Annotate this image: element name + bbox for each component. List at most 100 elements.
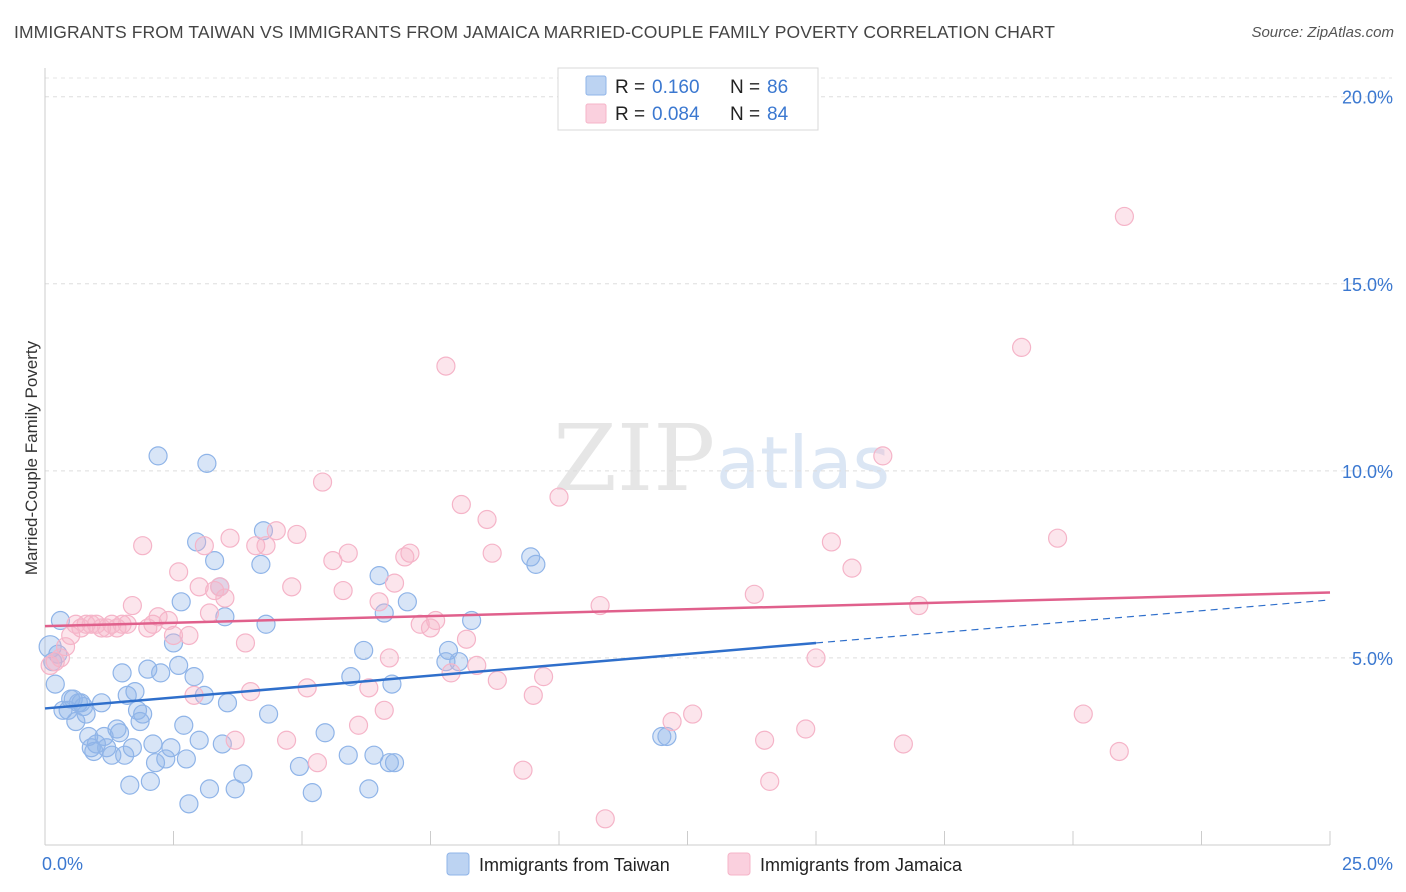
jamaica-point bbox=[133, 536, 153, 556]
taiwan-point bbox=[359, 779, 379, 799]
legend-r-label-taiwan: R = bbox=[615, 77, 645, 98]
jamaica-point bbox=[338, 543, 358, 563]
jamaica-point bbox=[533, 667, 554, 687]
taiwan-point bbox=[140, 771, 160, 791]
jamaica-points bbox=[40, 206, 1135, 829]
taiwan-point bbox=[115, 745, 135, 765]
jamaica-point bbox=[235, 633, 256, 653]
chart-title: IMMIGRANTS FROM TAIWAN VS IMMIGRANTS FRO… bbox=[14, 22, 1056, 42]
jamaica-point bbox=[1073, 704, 1093, 724]
taiwan-point bbox=[199, 779, 220, 799]
taiwan-point bbox=[161, 738, 181, 758]
taiwan-point bbox=[79, 726, 99, 747]
jamaica-point bbox=[220, 528, 240, 548]
tick-labels: 5.0% 10.0% 15.0% 20.0% 0.0% 25.0% bbox=[42, 88, 1393, 874]
jamaica-point bbox=[451, 494, 471, 515]
taiwan-point bbox=[379, 753, 399, 773]
legend-n-value-taiwan: 86 bbox=[767, 77, 788, 98]
jamaica-point bbox=[384, 573, 405, 593]
x-tick-label: 0.0% bbox=[42, 854, 83, 874]
jamaica-point bbox=[312, 472, 333, 492]
taiwan-point bbox=[657, 726, 677, 747]
y-tick-label: 5.0% bbox=[1352, 649, 1393, 669]
taiwan-point bbox=[76, 704, 96, 724]
legend-r-value-taiwan: 0.160 bbox=[652, 77, 700, 98]
jamaica-point bbox=[307, 753, 328, 773]
jamaica-point bbox=[323, 551, 343, 571]
legend-n-label-jamaica: N = bbox=[730, 104, 760, 125]
taiwan-point bbox=[338, 745, 358, 765]
jamaica-point bbox=[744, 584, 764, 604]
y-tick-label: 15.0% bbox=[1342, 275, 1393, 295]
jamaica-point bbox=[158, 610, 178, 631]
taiwan-point bbox=[148, 446, 168, 466]
jamaica-point bbox=[893, 734, 913, 754]
jamaica-point bbox=[662, 711, 682, 732]
jamaica-point bbox=[55, 637, 76, 657]
taiwan-point bbox=[397, 592, 417, 612]
taiwan-point bbox=[256, 614, 276, 634]
watermark-atlas: atlas bbox=[716, 421, 890, 505]
bottom-legend-label-jamaica: Immigrants from Jamaica bbox=[760, 855, 963, 875]
y-tick-label: 20.0% bbox=[1342, 88, 1393, 108]
axes bbox=[44, 68, 1331, 846]
jamaica-point bbox=[456, 629, 477, 649]
legend-swatch-taiwan bbox=[585, 75, 607, 96]
taiwan-point bbox=[197, 453, 217, 473]
jamaica-point bbox=[379, 648, 399, 668]
taiwan-point bbox=[112, 663, 132, 683]
taiwan-point bbox=[86, 734, 107, 754]
source-label: Source: ZipAtlas.com bbox=[1251, 24, 1394, 41]
taiwan-point bbox=[179, 794, 199, 814]
jamaica-point bbox=[482, 543, 502, 563]
correlation-legend: R = 0.160 N = 86 R = 0.084 N = 84 bbox=[557, 67, 819, 131]
jamaica-point bbox=[348, 715, 369, 735]
jamaica-point bbox=[374, 700, 394, 720]
bottom-legend-label-taiwan: Immigrants from Taiwan bbox=[479, 855, 670, 875]
jamaica-point bbox=[1114, 206, 1135, 227]
jamaica-point bbox=[683, 704, 703, 724]
legend-n-label-taiwan: N = bbox=[730, 77, 760, 98]
taiwan-point bbox=[84, 741, 104, 762]
taiwan-point bbox=[171, 592, 191, 612]
jamaica-point bbox=[909, 595, 929, 616]
taiwan-point bbox=[526, 554, 546, 574]
taiwan-point bbox=[225, 779, 245, 799]
jamaica-point bbox=[806, 648, 826, 668]
jamaica-point bbox=[122, 595, 142, 616]
jamaica-point bbox=[513, 760, 533, 780]
jamaica-point bbox=[487, 670, 507, 690]
taiwan-point bbox=[369, 566, 389, 586]
y-axis-label: Married-Couple Family Poverty bbox=[22, 340, 41, 575]
legend-swatch-jamaica bbox=[585, 103, 607, 124]
taiwan-point bbox=[354, 640, 374, 661]
legend-r-label-jamaica: R = bbox=[615, 104, 645, 125]
jamaica-point bbox=[426, 610, 446, 631]
taiwan-trend-extension bbox=[815, 599, 1331, 644]
taiwan-point bbox=[122, 738, 142, 758]
taiwan-point bbox=[138, 659, 158, 679]
jamaica-point bbox=[276, 730, 297, 750]
jamaica-point bbox=[1047, 528, 1068, 548]
watermark-zip: ZIP bbox=[553, 405, 715, 512]
jamaica-point bbox=[287, 524, 307, 545]
jamaica-point bbox=[266, 521, 286, 541]
jamaica-point bbox=[821, 532, 842, 552]
taiwan-point bbox=[125, 681, 145, 702]
taiwan-point bbox=[45, 674, 65, 694]
jamaica-point bbox=[590, 595, 610, 616]
jamaica-trend-line bbox=[44, 591, 1331, 628]
trend-lines bbox=[44, 591, 1331, 710]
jamaica-point bbox=[246, 536, 266, 556]
jamaica-point bbox=[210, 577, 230, 597]
taiwan-point bbox=[133, 704, 153, 724]
taiwan-point bbox=[205, 551, 225, 571]
taiwan-point bbox=[156, 749, 176, 769]
jamaica-point bbox=[873, 446, 893, 466]
jamaica-point bbox=[467, 655, 487, 676]
taiwan-point bbox=[258, 704, 279, 724]
taiwan-point bbox=[176, 749, 196, 769]
jamaica-point bbox=[369, 592, 389, 612]
watermark: ZIP atlas bbox=[553, 405, 890, 512]
